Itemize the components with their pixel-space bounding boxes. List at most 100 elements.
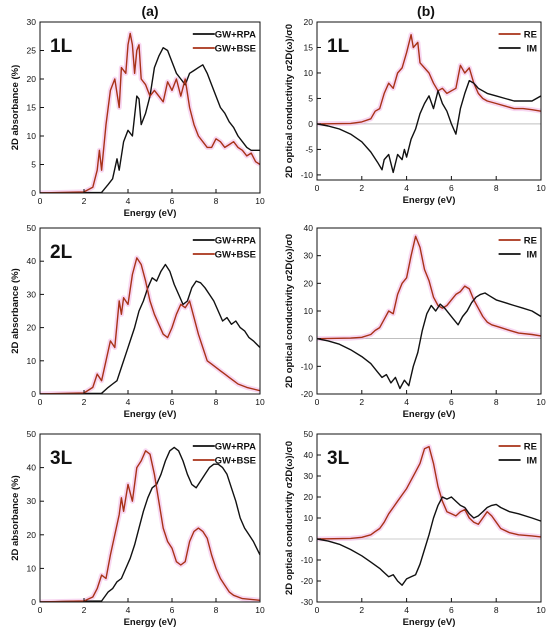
y-axis-label: 2D optical conductivity σ2D(ω)/σ0 [284, 441, 295, 595]
series-line-gw-rpa [40, 47, 260, 193]
series-line-im [317, 496, 541, 586]
y-tick-label: 5 [31, 160, 36, 170]
x-tick-label: 2 [359, 183, 364, 193]
layer-label: 3L [50, 448, 73, 469]
x-tick-label: 2 [82, 196, 87, 206]
chart-panel-a-1L: 0 2 4 6 8 10 0 5 10 15 20 25 30 Energy (eV) 2D absorba… [10, 17, 265, 219]
chart-panel-a-3L: 0 2 4 6 8 10 0 10 20 30 40 50 Energy (eV) 2D absorban… [10, 429, 265, 628]
y-tick-label: 40 [304, 450, 314, 460]
x-tick-label: 10 [536, 605, 546, 615]
y-tick-label: 0 [308, 334, 313, 344]
y-axis-label: 2D absorbance (%) [10, 65, 21, 151]
y-tick-label: 40 [27, 463, 37, 473]
legend-label: GW+RPA [215, 442, 256, 453]
y-tick-label: 30 [304, 471, 314, 481]
series-glow-gw-bse [40, 30, 260, 193]
x-axis-label: Energy (eV) [403, 617, 456, 628]
legend-label: IM [526, 456, 537, 467]
layer-label: 3L [327, 448, 350, 469]
y-tick-label: -20 [301, 576, 314, 586]
y-tick-label: 40 [27, 256, 37, 266]
chart-panel-b-1L: 0 2 4 6 8 10 -10 -5 0 5 10 15 20 Energy (eV) 2D optica… [284, 17, 546, 206]
plot-frame [316, 21, 542, 181]
plot-frame [39, 433, 261, 603]
legend-label: GW+BSE [215, 44, 256, 55]
y-tick-label: 20 [27, 74, 37, 84]
series-line-re [317, 34, 541, 125]
y-tick-label: -20 [301, 389, 314, 399]
x-tick-label: 0 [38, 196, 43, 206]
x-tick-label: 8 [494, 183, 499, 193]
y-tick-label: 30 [27, 17, 37, 27]
series-line-gw-bse [40, 450, 260, 602]
x-tick-label: 2 [359, 605, 364, 615]
y-tick-label: -5 [305, 144, 313, 154]
x-axis-label: Energy (eV) [403, 195, 456, 206]
legend-label: RE [524, 236, 537, 247]
y-tick-label: -10 [301, 170, 314, 180]
legend-label: IM [526, 250, 537, 261]
x-tick-label: 2 [82, 605, 87, 615]
chart-panel-a-2L: 0 2 4 6 8 10 0 10 20 30 40 50 Energy (eV) 2D absorban… [10, 223, 265, 420]
y-tick-label: 0 [31, 389, 36, 399]
legend-label: GW+BSE [215, 250, 256, 261]
layer-label: 1L [50, 36, 73, 57]
y-tick-label: 10 [27, 131, 37, 141]
column-label-a: (a) [141, 3, 158, 19]
layer-label: 1L [327, 36, 350, 57]
x-tick-label: 4 [404, 397, 409, 407]
y-tick-label: 25 [27, 46, 37, 56]
series-line-im [317, 79, 541, 174]
y-tick-label: 0 [308, 119, 313, 129]
x-tick-label: 10 [536, 397, 546, 407]
x-tick-label: 4 [126, 605, 131, 615]
x-axis-label: Energy (eV) [124, 208, 177, 219]
x-tick-label: 10 [536, 183, 546, 193]
legend-label: GW+RPA [215, 30, 256, 41]
x-axis-label: Energy (eV) [403, 409, 456, 420]
x-tick-label: 0 [315, 397, 320, 407]
x-tick-label: 6 [449, 397, 454, 407]
y-tick-label: 30 [304, 251, 314, 261]
legend-label: GW+RPA [215, 236, 256, 247]
x-tick-label: 8 [214, 196, 219, 206]
y-tick-label: 5 [308, 93, 313, 103]
y-tick-label: 0 [31, 188, 36, 198]
legend-label: RE [524, 442, 537, 453]
series-line-im [317, 292, 541, 390]
x-tick-label: 6 [449, 605, 454, 615]
layer-label: 2L [50, 242, 73, 263]
x-tick-label: 10 [255, 397, 265, 407]
x-tick-label: 4 [404, 183, 409, 193]
y-tick-label: -10 [301, 361, 314, 371]
x-tick-label: 8 [214, 605, 219, 615]
y-tick-label: -10 [301, 555, 314, 565]
series-line-re [317, 445, 541, 540]
x-tick-label: 6 [170, 397, 175, 407]
y-tick-label: 10 [304, 306, 314, 316]
series-line-gw-bse [40, 32, 260, 193]
y-tick-label: 10 [304, 513, 314, 523]
y-axis-label: 2D optical conductivity σ2D(ω)/σ0 [284, 234, 295, 388]
x-tick-label: 0 [315, 605, 320, 615]
y-tick-label: 50 [27, 223, 37, 233]
legend-label: RE [524, 30, 537, 41]
y-tick-label: 15 [27, 103, 37, 113]
y-tick-label: 20 [304, 278, 314, 288]
series-glow-re [317, 233, 541, 342]
y-tick-label: 30 [27, 496, 37, 506]
plot-frame [39, 227, 261, 395]
y-tick-label: 0 [31, 597, 36, 607]
y-tick-label: 10 [27, 356, 37, 366]
chart-panel-b-3L: 0 2 4 6 8 10 -30 -20 -10 0 10 20 30 40 50 Energy (eV) 2D… [284, 429, 546, 628]
x-tick-label: 10 [255, 605, 265, 615]
x-axis-label: Energy (eV) [124, 409, 177, 420]
x-tick-label: 10 [255, 196, 265, 206]
column-label-b: (b) [417, 3, 435, 19]
series-glow-gw-bse [40, 255, 260, 394]
y-tick-label: 10 [27, 563, 37, 573]
x-tick-label: 6 [170, 605, 175, 615]
x-tick-label: 2 [359, 397, 364, 407]
y-tick-label: 0 [308, 534, 313, 544]
